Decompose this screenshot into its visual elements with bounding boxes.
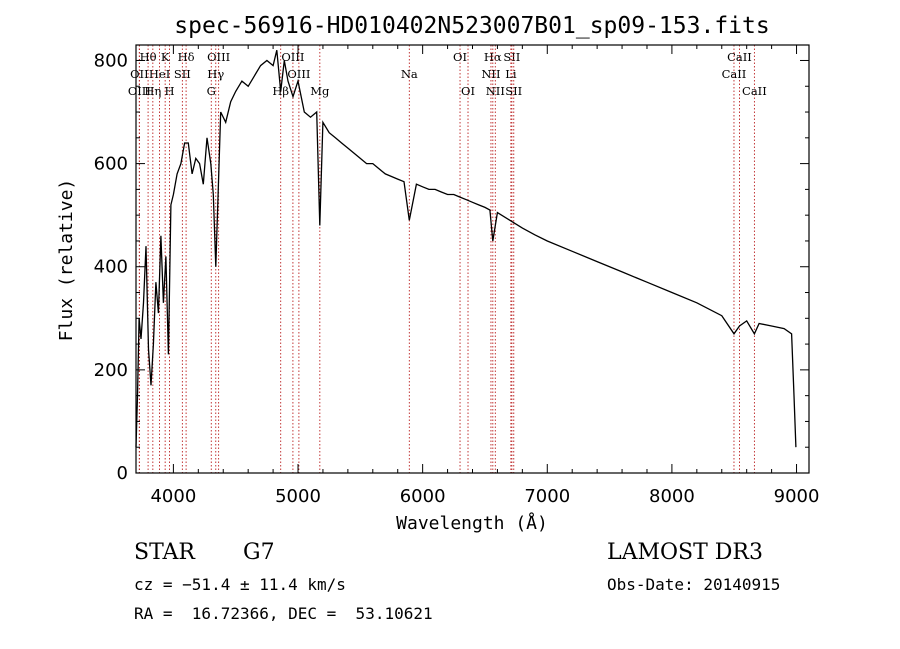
line-label-15: NII <box>481 67 500 81</box>
line-label-2: Hδ <box>178 50 195 64</box>
plot-frame <box>135 44 810 474</box>
line-label-20: H <box>165 84 175 98</box>
x-tick-label-4: 8000 <box>649 486 695 507</box>
survey-name: LAMOST DR3 <box>607 540 763 565</box>
flux-series-line <box>135 50 797 448</box>
line-label-18: OIII <box>128 84 151 98</box>
line-label-7: SII <box>503 50 520 64</box>
y-tick-label-3: 600 <box>94 154 128 175</box>
line-label-16: Li <box>505 67 517 81</box>
x-axis-label: Wavelength (Å) <box>396 512 548 534</box>
line-label-27: CaII <box>742 84 767 98</box>
obs-date: Obs-Date: 20140915 <box>607 575 781 594</box>
x-tick-label-5: 9000 <box>774 486 820 507</box>
x-tick-label-2: 6000 <box>400 486 446 507</box>
x-tick-label-3: 7000 <box>524 486 570 507</box>
line-label-14: Na <box>401 67 418 81</box>
line-label-12: Hγ <box>207 67 224 81</box>
line-label-21: G <box>207 84 216 98</box>
x-tick-label-0: 4000 <box>150 486 196 507</box>
y-tick-label-1: 200 <box>94 360 128 381</box>
line-label-23: Mg <box>310 84 330 98</box>
line-label-17: CaII <box>722 67 747 81</box>
line-label-24: OI <box>461 84 475 98</box>
line-label-3: OIII <box>207 50 230 64</box>
line-label-13: OIII <box>287 67 310 81</box>
line-label-0: Hθ <box>140 50 157 64</box>
x-tick-label-1: 5000 <box>275 486 321 507</box>
line-label-5: OI <box>453 50 467 64</box>
line-label-10: HeI <box>149 67 170 81</box>
coordinates: RA = 16.72366, DEC = 53.10621 <box>134 604 433 623</box>
line-label-25: NII <box>486 84 505 98</box>
line-label-11: SII <box>174 67 191 81</box>
chart-title: spec-56916-HD010402N523007B01_sp09-153.f… <box>174 13 769 39</box>
y-tick-label-0: 0 <box>117 463 128 484</box>
y-tick-label-2: 400 <box>94 257 128 278</box>
y-tick-label-4: 800 <box>94 50 128 71</box>
line-label-19: Hη <box>144 84 161 98</box>
line-label-8: CaII <box>727 50 752 64</box>
redshift-cz: cz = −51.4 ± 11.4 km/s <box>134 575 346 594</box>
line-label-26: SII <box>505 84 522 98</box>
line-label-6: Hα <box>484 50 502 64</box>
object-type: STAR <box>134 540 195 565</box>
subclass: G7 <box>243 540 275 565</box>
y-axis-label: Flux (relative) <box>56 179 77 342</box>
line-label-1: K <box>161 50 170 64</box>
axis-ticks: 4000 5000 6000 7000 8000 9000 0 200 400 600 800 <box>94 45 820 507</box>
